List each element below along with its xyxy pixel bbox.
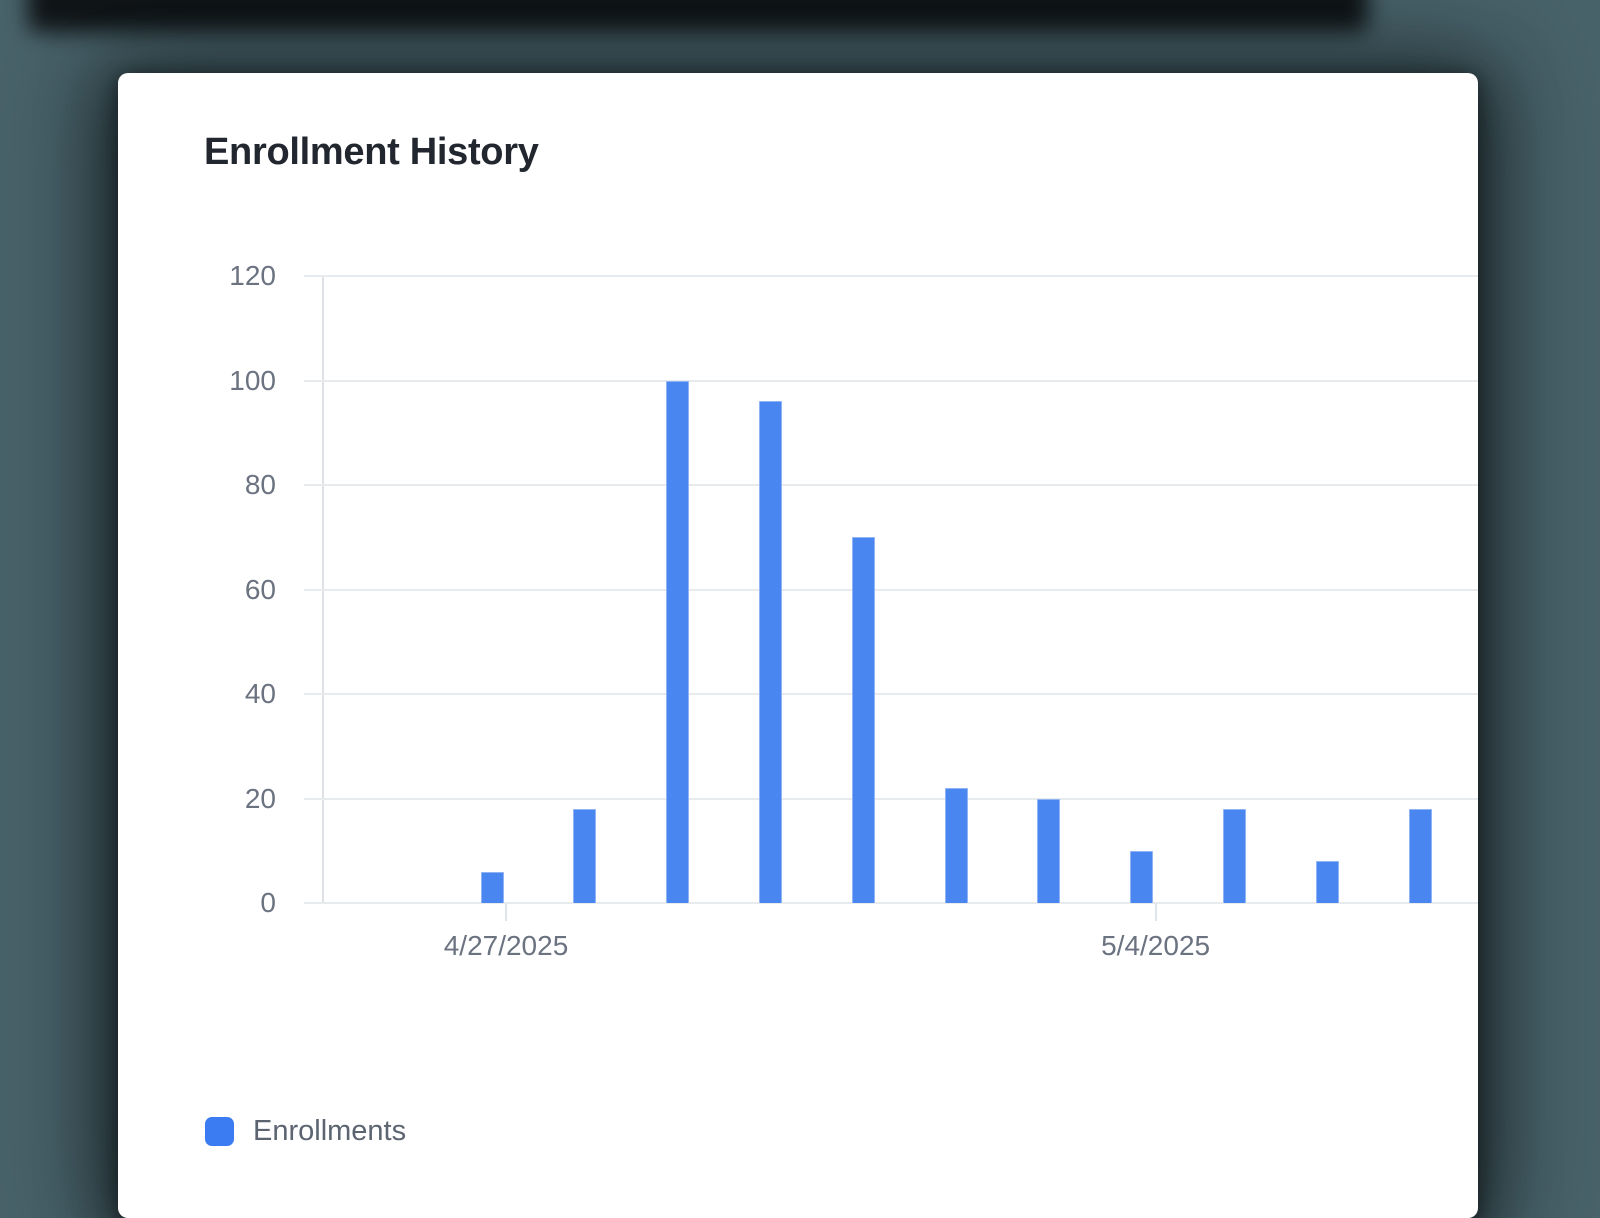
y-axis-label-120: 120 [229, 260, 276, 291]
x-axis-label-5/4/2025: 5/4/2025 [1101, 930, 1211, 961]
bar-5[interactable] [944, 788, 968, 903]
x-axis-label-4/27/2025: 4/27/2025 [443, 930, 569, 961]
gridline-0 [304, 902, 1478, 904]
bar-10[interactable] [1408, 808, 1432, 903]
bar-3[interactable] [758, 401, 782, 903]
bar-6[interactable] [1037, 798, 1061, 903]
gridline-80 [304, 484, 1478, 486]
legend-swatch-enrollments [205, 1117, 234, 1146]
legend-label: Enrollments [253, 1115, 407, 1147]
bar-9[interactable] [1315, 861, 1339, 903]
gridline-120 [304, 275, 1478, 277]
legend-item-enrollments[interactable]: Enrollments [205, 1117, 406, 1146]
bar-1[interactable] [573, 808, 597, 903]
bar-8[interactable] [1222, 808, 1246, 903]
y-axis-label-20: 20 [244, 782, 276, 814]
bar-4[interactable] [851, 537, 875, 903]
plot-area: 0 20 40 60 80 100 120 4/27/2025 5/4/2025 [229, 262, 1478, 961]
bar-7[interactable] [1130, 850, 1154, 903]
bar-2[interactable] [666, 380, 690, 903]
y-axis-label-40: 40 [244, 678, 276, 709]
top-shadow-band [28, 0, 1368, 32]
gridline-40 [304, 693, 1478, 695]
gridline-60 [304, 588, 1478, 591]
y-axis-label-80: 80 [244, 469, 276, 500]
y-axis-label-100: 100 [229, 364, 276, 396]
gridline-100 [304, 379, 1478, 382]
enrollment-history-card: Enrollment History 0 20 40 60 80 100 120 4/27/2… [118, 73, 1478, 1218]
x-tick-5/4/2025 [1154, 903, 1157, 921]
bar-0[interactable] [480, 871, 504, 903]
y-axis-label-60: 60 [244, 573, 276, 605]
x-tick-4/27/2025 [505, 903, 507, 921]
y-axis-label-0: 0 [260, 887, 276, 918]
gridline-20 [304, 797, 1478, 800]
card-title: Enrollment History [204, 131, 539, 173]
